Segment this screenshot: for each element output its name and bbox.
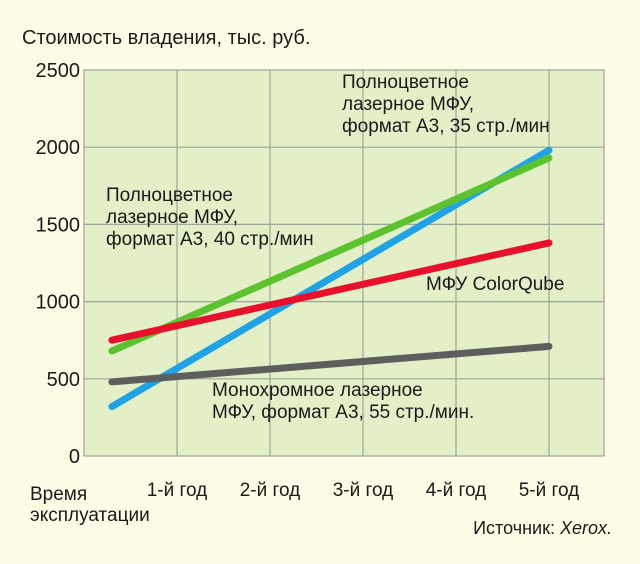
y-tick-label: 0	[69, 446, 80, 468]
x-tick-label: 3-й год	[333, 480, 394, 501]
series-label-2: Полноцветное лазерное МФУ, формат А3, 40 с…	[106, 185, 314, 250]
x-tick-label: 5-й год	[519, 480, 580, 501]
x-tick-label: 2-й год	[240, 480, 301, 501]
source-note: Источник: Xerox.	[473, 518, 612, 538]
series-label-4: Монохромное лазерное МФУ, формат А3, 55 с…	[212, 380, 474, 423]
series-line-4	[108, 342, 553, 386]
y-tick-label: 500	[47, 369, 80, 391]
chart-title: Стоимость владения, тыс. руб.	[22, 27, 310, 49]
y-tick-label: 1000	[36, 292, 81, 314]
series-label-1: Полноцветное лазерное МФУ, формат А3, 35 с…	[342, 72, 550, 137]
series-label-3: МФУ ColorQube	[426, 274, 564, 295]
plot-area	[83, 69, 605, 457]
y-tick-label: 2500	[36, 60, 81, 82]
y-tick-label: 2000	[36, 137, 81, 159]
x-axis-label: Время эксплуатации	[30, 484, 150, 526]
x-tick-label: 4-й год	[426, 480, 487, 501]
x-tick-label: 1-й год	[147, 480, 208, 501]
series-line-3	[108, 239, 553, 344]
series-line-2	[108, 154, 553, 355]
y-tick-label: 1500	[36, 214, 81, 236]
